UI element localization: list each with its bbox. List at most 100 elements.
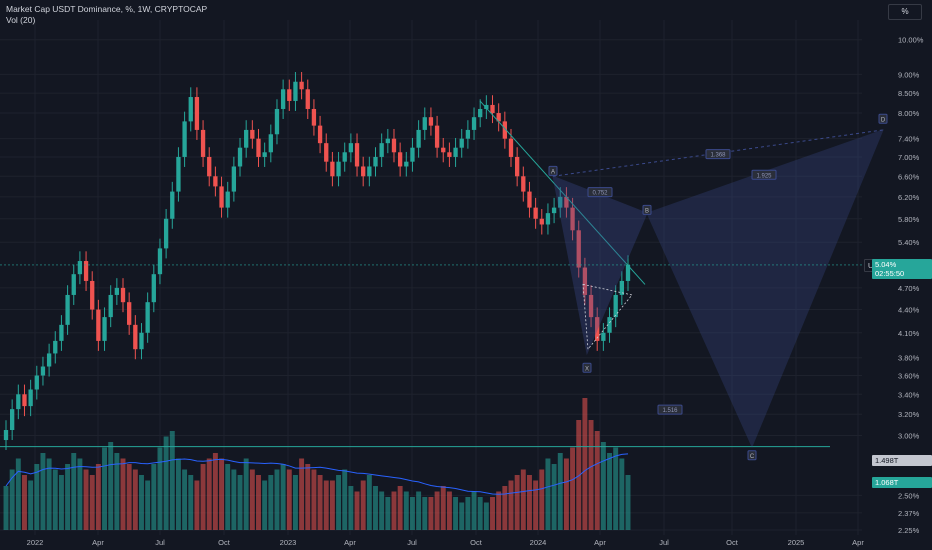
candle-body <box>77 261 83 275</box>
x-tick-label: Jul <box>155 538 165 547</box>
volume-bar <box>132 469 138 530</box>
candle-body <box>422 117 427 130</box>
volume-bar <box>299 458 305 530</box>
candle-body <box>10 409 15 431</box>
candle-body <box>625 264 631 281</box>
y-tick-label: 4.10% <box>898 329 920 338</box>
volume-bar <box>440 486 446 530</box>
volume-bar <box>422 497 428 530</box>
volume-bar <box>613 447 619 530</box>
candle-body <box>607 317 612 333</box>
volume-bar <box>600 442 606 530</box>
candle-body <box>539 218 544 225</box>
x-tick-label: 2022 <box>27 538 44 547</box>
current-price-tag: 5.04% 02:55:50 <box>872 259 932 279</box>
volume-bar <box>89 475 95 530</box>
candle-body <box>176 156 181 192</box>
volume-bar <box>508 480 514 530</box>
candle-body <box>404 161 409 167</box>
volume-bar <box>379 491 385 530</box>
candle-body <box>521 176 526 192</box>
candle-body <box>90 280 95 310</box>
candle-body <box>163 218 169 249</box>
volume-bar <box>570 447 576 530</box>
volume-bar <box>557 453 563 530</box>
volume-bar <box>625 475 631 530</box>
y-tick-label: 5.40% <box>898 238 920 247</box>
y-tick-label: 3.60% <box>898 372 920 381</box>
volume-bar <box>483 502 489 530</box>
volume-bar <box>434 491 440 530</box>
candle-body <box>207 156 212 177</box>
volume-bar <box>243 458 249 530</box>
volume-bar <box>514 475 520 530</box>
volume-bar <box>65 464 71 530</box>
volume-bar <box>502 486 508 530</box>
x-tick-label: Oct <box>470 538 483 547</box>
volume-bar <box>22 475 27 530</box>
candle-body <box>397 152 403 167</box>
volume-bar <box>545 458 551 530</box>
candle-body <box>188 97 193 122</box>
pattern-ratio-box <box>751 169 777 180</box>
volume-bar <box>348 486 354 530</box>
volume-bar <box>385 497 391 530</box>
volume-bar <box>563 458 569 530</box>
volume-bar <box>336 475 342 530</box>
candle-body <box>40 366 46 376</box>
y-tick-label: 6.20% <box>898 193 920 202</box>
candle-body <box>145 302 150 333</box>
volume-bar <box>477 497 483 530</box>
volume-bar <box>120 458 126 530</box>
candle-body <box>588 294 594 318</box>
candle-body <box>311 108 317 126</box>
pattern-point-label: A <box>551 169 555 175</box>
volume-bar <box>274 469 280 530</box>
candle-body <box>619 280 624 295</box>
candle-body <box>391 138 397 153</box>
percent-scale-button[interactable]: % <box>888 4 922 20</box>
pattern-ratio-label: 1.368 <box>710 153 726 159</box>
volume-bar <box>465 497 471 530</box>
volume-bar <box>311 469 317 530</box>
pattern-ratio-label: 1.925 <box>756 173 772 179</box>
volume-bar <box>108 442 114 530</box>
volume-bar <box>373 486 378 530</box>
y-tick-label: 7.40% <box>898 135 920 144</box>
volume-bar <box>77 458 83 530</box>
volume-bar <box>416 491 422 530</box>
candle-body <box>53 340 58 354</box>
volume-tag-1: 1.498T <box>872 455 932 466</box>
candle-body <box>490 104 495 114</box>
candle-body <box>367 166 372 177</box>
y-tick-label: 3.40% <box>898 390 920 399</box>
descending-trendline <box>479 100 646 285</box>
candle-body <box>305 89 310 109</box>
volume-bar <box>262 480 268 530</box>
volume-bar <box>268 475 274 530</box>
candle-body <box>453 147 458 157</box>
volume-bar <box>397 486 403 530</box>
candle-body <box>213 176 218 187</box>
candle-body <box>274 108 280 135</box>
y-tick-label: 6.60% <box>898 172 920 181</box>
candle-body <box>373 156 378 167</box>
y-tick-label: 3.20% <box>898 410 920 419</box>
candle-body <box>127 302 132 325</box>
pattern-point-box <box>747 450 757 461</box>
x-tick-label: Jul <box>659 538 669 547</box>
y-tick-label: 2.37% <box>898 509 920 518</box>
volume-bar <box>409 497 415 530</box>
volume-bar <box>428 497 434 530</box>
triangle-pattern <box>582 283 633 351</box>
x-tick-label: 2025 <box>788 538 805 547</box>
volume-bar <box>329 480 335 530</box>
y-tick-label: 3.80% <box>898 354 920 363</box>
candle-body <box>564 196 569 208</box>
volume-bar <box>607 453 612 530</box>
x-tick-label: Oct <box>726 538 739 547</box>
volume-bar <box>292 475 298 530</box>
candle-body <box>102 317 107 341</box>
candle-body <box>441 147 446 153</box>
